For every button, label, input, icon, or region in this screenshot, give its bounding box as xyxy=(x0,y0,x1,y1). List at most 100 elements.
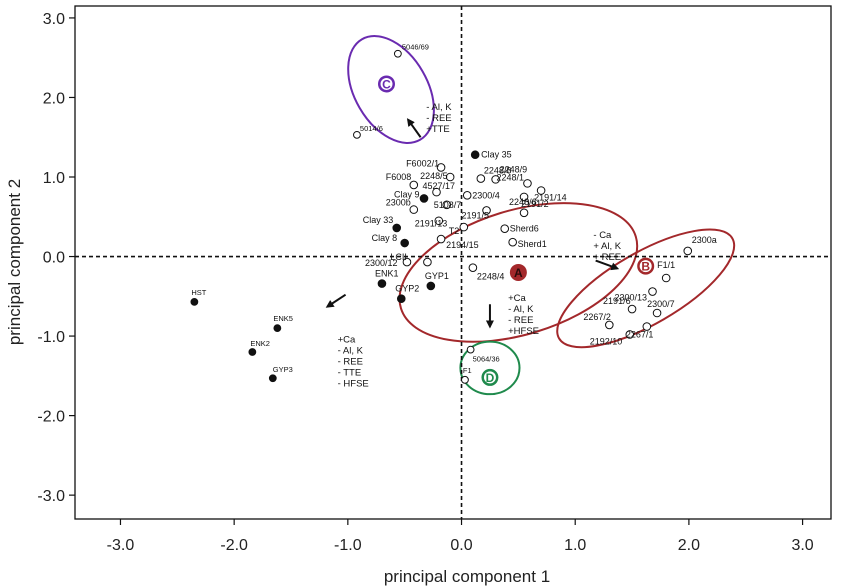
data-point xyxy=(426,281,436,291)
annotation-line: - Ca xyxy=(593,230,612,241)
point-label: GYP2 xyxy=(395,284,419,294)
point-label: 2191/13 xyxy=(415,219,448,229)
plot-frame xyxy=(74,5,832,520)
data-point xyxy=(436,234,446,244)
annotation-arrow xyxy=(325,293,347,308)
data-point xyxy=(468,263,478,272)
x-tick-label: -2.0 xyxy=(220,537,248,554)
data-point xyxy=(409,180,419,190)
point-label: 2267/1 xyxy=(626,330,654,340)
data-point xyxy=(393,49,402,58)
annotation-line: +Ca xyxy=(338,334,356,345)
data-point xyxy=(409,205,419,214)
data-point xyxy=(445,172,455,182)
point-label: 2248/5 xyxy=(420,171,448,181)
data-point xyxy=(627,304,637,314)
point-label: 2300/12 xyxy=(365,258,398,268)
data-point xyxy=(273,324,282,333)
data-point xyxy=(400,238,409,248)
y-tick-label: 1.0 xyxy=(43,170,65,187)
data-point xyxy=(523,179,532,188)
point-label: 5064/36 xyxy=(473,355,500,364)
annotation-line: + REE xyxy=(593,252,621,263)
annotation-line: +Ca xyxy=(508,293,526,304)
y-tick-label: -3.0 xyxy=(37,488,65,505)
point-label: ENK5 xyxy=(273,314,293,323)
data-point xyxy=(461,375,469,384)
data-point xyxy=(353,130,361,139)
data-point xyxy=(462,190,472,200)
point-label: 2300a xyxy=(692,235,717,245)
x-tick-label: -1.0 xyxy=(334,537,362,554)
point-label: 2194/15 xyxy=(446,240,479,250)
data-point xyxy=(642,322,652,331)
x-tick-label: -3.0 xyxy=(107,537,135,554)
point-label: LCII xyxy=(390,252,407,262)
x-tick-label: 0.0 xyxy=(450,537,472,554)
point-label: HST xyxy=(191,288,206,297)
annotation-line: +HFSE xyxy=(508,326,539,337)
point-label: 2267/2 xyxy=(583,312,611,322)
point-label: Clay 8 xyxy=(372,233,398,243)
data-point xyxy=(436,163,446,172)
data-point xyxy=(442,200,452,210)
y-tick-label: -1.0 xyxy=(37,329,65,346)
data-point xyxy=(652,308,662,318)
point-label: 2300b xyxy=(386,198,411,208)
data-point xyxy=(648,287,657,296)
data-point xyxy=(508,237,517,247)
point-label: ENK1 xyxy=(375,269,399,279)
x-tick-label: 1.0 xyxy=(564,537,586,554)
data-point xyxy=(392,223,402,233)
data-point xyxy=(248,348,257,356)
data-point xyxy=(491,175,500,184)
data-point xyxy=(625,330,635,339)
group-label-d: D xyxy=(486,371,495,385)
annotation-arrow xyxy=(406,118,422,138)
data-point xyxy=(396,294,406,303)
data-point xyxy=(402,257,412,267)
data-point xyxy=(536,186,546,195)
point-label: ENK2 xyxy=(250,339,270,348)
group-ellipse-a xyxy=(398,202,639,343)
point-label: F6002/1 xyxy=(406,158,439,168)
data-point xyxy=(377,279,387,288)
point-label: GYP1 xyxy=(425,271,449,281)
data-point xyxy=(432,187,441,197)
point-label: 2300/13 xyxy=(615,293,648,303)
annotation-arrow xyxy=(595,259,620,271)
x-tick-label: 3.0 xyxy=(791,537,813,554)
annotation-line: +TTE xyxy=(426,124,450,135)
group-label-c: C xyxy=(382,77,391,91)
data-point xyxy=(683,246,693,256)
group-ellipse-c xyxy=(347,35,435,144)
data-point xyxy=(470,150,480,160)
annotation-line: + Al, K xyxy=(593,241,621,252)
data-point xyxy=(466,345,475,354)
group-ellipse-b xyxy=(556,228,736,349)
data-point xyxy=(419,194,429,203)
point-label: 2191/6 xyxy=(603,296,631,306)
data-point xyxy=(605,320,614,330)
group-marker-a xyxy=(509,263,527,281)
point-label: 2191/2 xyxy=(521,199,549,209)
point-label: 5014/6 xyxy=(360,124,383,133)
group-marker-inner-d xyxy=(483,371,496,384)
point-label: F6008 xyxy=(386,172,412,182)
point-label: T2 xyxy=(449,226,460,236)
point-label: F1 xyxy=(463,366,472,375)
point-label: 2191/5 xyxy=(462,210,490,220)
y-tick-label: 3.0 xyxy=(43,11,65,28)
annotation-line: - REE xyxy=(508,315,533,326)
group-marker-inner-c xyxy=(380,77,393,90)
point-label: 2192/10 xyxy=(590,336,623,346)
point-label: GYP3 xyxy=(273,365,293,374)
point-label: Clay 33 xyxy=(363,215,394,225)
annotation-line: - Al, K xyxy=(508,304,534,315)
point-label: 4527/17 xyxy=(423,181,456,191)
y-axis-title: principal component 2 xyxy=(5,179,24,345)
point-label: Sherd1 xyxy=(518,239,547,249)
point-label: 2191/14 xyxy=(534,193,567,203)
point-label: 2248/9 xyxy=(500,164,528,174)
group-label-a: A xyxy=(514,266,523,280)
